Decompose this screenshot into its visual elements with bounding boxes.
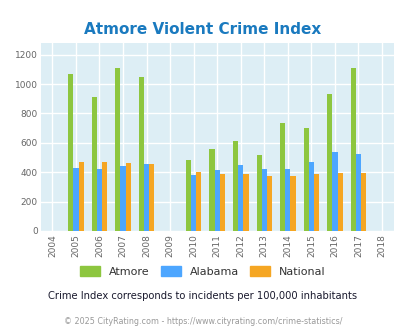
Text: Crime Index corresponds to incidents per 100,000 inhabitants: Crime Index corresponds to incidents per… — [48, 291, 357, 301]
Text: © 2025 CityRating.com - https://www.cityrating.com/crime-statistics/: © 2025 CityRating.com - https://www.city… — [64, 317, 341, 326]
Bar — [266, 176, 271, 231]
Bar — [120, 166, 125, 231]
Bar — [191, 175, 196, 231]
Bar — [209, 149, 214, 231]
Bar — [219, 174, 224, 231]
Bar — [68, 74, 73, 231]
Bar — [326, 94, 332, 231]
Bar — [332, 152, 337, 231]
Bar — [360, 173, 365, 231]
Bar — [214, 170, 219, 231]
Bar — [256, 154, 261, 231]
Bar — [232, 141, 238, 231]
Bar — [78, 162, 83, 231]
Bar — [350, 68, 355, 231]
Bar — [125, 163, 130, 231]
Bar — [149, 164, 154, 231]
Legend: Atmore, Alabama, National: Atmore, Alabama, National — [77, 263, 328, 280]
Bar — [261, 169, 266, 231]
Bar — [243, 174, 248, 231]
Bar — [185, 160, 191, 231]
Bar — [279, 123, 285, 231]
Bar — [238, 165, 243, 231]
Text: Atmore Violent Crime Index: Atmore Violent Crime Index — [84, 22, 321, 37]
Bar — [285, 169, 290, 231]
Bar — [92, 97, 97, 231]
Bar — [290, 176, 295, 231]
Bar — [102, 162, 107, 231]
Bar — [115, 68, 120, 231]
Bar — [303, 128, 308, 231]
Bar — [196, 172, 201, 231]
Bar — [73, 168, 78, 231]
Bar — [355, 154, 360, 231]
Bar — [97, 169, 102, 231]
Bar — [313, 175, 318, 231]
Bar — [308, 162, 313, 231]
Bar — [144, 164, 149, 231]
Bar — [337, 173, 342, 231]
Bar — [139, 78, 144, 231]
